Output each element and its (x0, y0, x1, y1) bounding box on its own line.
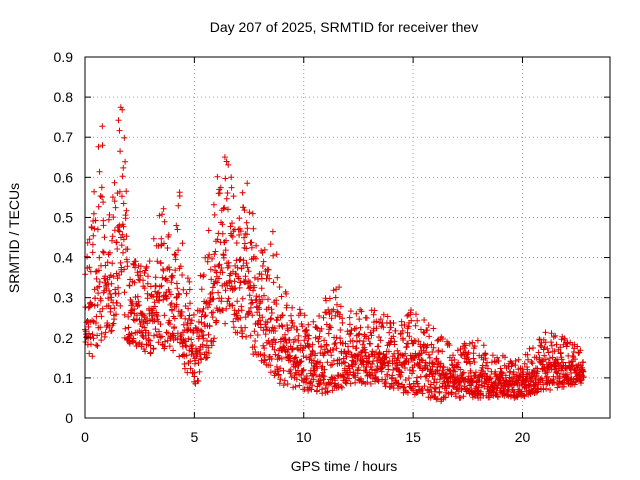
srmtid-markers (82, 104, 587, 405)
plot-frame (84, 56, 611, 419)
x-axis-label: GPS time / hours (291, 458, 398, 474)
y-tick-label: 0.8 (54, 89, 74, 105)
x-tick-label: 20 (515, 429, 531, 445)
x-tick-label: 10 (296, 429, 312, 445)
y-tick-label: 0 (65, 410, 73, 426)
x-tick-label: 5 (190, 429, 198, 445)
y-tick-label: 0.1 (54, 370, 74, 386)
y-tick-label: 0.5 (54, 209, 74, 225)
x-tick-label: 15 (405, 429, 421, 445)
y-tick-label: 0.2 (54, 330, 74, 346)
y-tick-label: 0.4 (54, 250, 74, 266)
y-tick-label: 0.9 (54, 49, 74, 65)
data-points (82, 104, 587, 405)
y-axis-label: SRMTID / TECUs (6, 183, 22, 293)
y-tick-label: 0.7 (54, 129, 74, 145)
y-tick-label: 0.3 (54, 290, 74, 306)
axis-ticks: 0 0.1 0.2 0.3 0.4 0.5 0.6 0.7 0.8 0.9 0 5 10 15 20 (54, 49, 610, 445)
y-tick-label: 0.6 (54, 169, 74, 185)
chart-title: Day 207 of 2025, SRMTID for receiver the… (210, 19, 478, 35)
x-tick-label: 0 (81, 429, 89, 445)
